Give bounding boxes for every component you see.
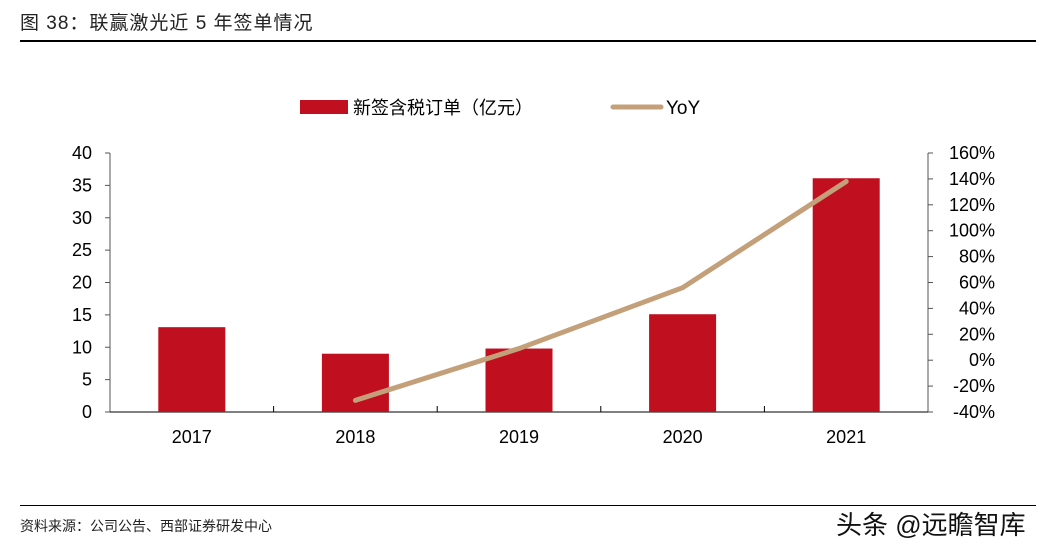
left-tick-label: 25 bbox=[72, 240, 92, 260]
left-tick-label: 5 bbox=[82, 370, 92, 390]
legend-line-label: YoY bbox=[666, 98, 700, 119]
right-tick-label: 140% bbox=[949, 169, 995, 189]
legend-bar-swatch bbox=[300, 100, 348, 114]
left-tick-label: 0 bbox=[82, 402, 92, 422]
right-tick-label: 0% bbox=[969, 350, 995, 370]
top-rule bbox=[20, 40, 1036, 42]
x-tick-label: 2020 bbox=[663, 427, 703, 447]
right-tick-label: 100% bbox=[949, 221, 995, 241]
left-tick-label: 15 bbox=[72, 305, 92, 325]
right-tick-label: 120% bbox=[949, 195, 995, 215]
x-tick-label: 2021 bbox=[826, 427, 866, 447]
bar-2020 bbox=[649, 314, 717, 412]
right-tick-label: -40% bbox=[953, 402, 995, 422]
bar-2017 bbox=[158, 327, 226, 412]
bar-2019 bbox=[485, 348, 553, 412]
left-tick-label: 40 bbox=[72, 143, 92, 163]
bar-2018 bbox=[321, 353, 389, 412]
right-tick-label: 20% bbox=[959, 324, 995, 344]
x-tick-label: 2017 bbox=[172, 427, 212, 447]
bar-2021 bbox=[812, 178, 880, 412]
legend-bar-label: 新签含税订单（亿元） bbox=[353, 98, 533, 118]
x-tick-label: 2019 bbox=[499, 427, 539, 447]
figure-title: 图 38：联赢激光近 5 年签单情况 bbox=[20, 13, 314, 34]
right-tick-label: 40% bbox=[959, 298, 995, 318]
right-tick-label: 80% bbox=[959, 247, 995, 267]
yoy-line bbox=[352, 178, 849, 403]
x-tick-label: 2018 bbox=[335, 427, 375, 447]
source-note: 资料来源：公司公告、西部证券研发中心 bbox=[20, 518, 272, 534]
left-tick-label: 30 bbox=[72, 208, 92, 228]
right-tick-label: -20% bbox=[953, 376, 995, 396]
bottom-rule bbox=[20, 505, 1036, 506]
right-tick-label: 160% bbox=[949, 143, 995, 163]
left-tick-label: 35 bbox=[72, 175, 92, 195]
right-tick-label: 60% bbox=[959, 273, 995, 293]
left-tick-label: 10 bbox=[72, 337, 92, 357]
watermark: 头条 @远瞻智库 bbox=[836, 510, 1026, 540]
left-tick-label: 20 bbox=[72, 273, 92, 293]
